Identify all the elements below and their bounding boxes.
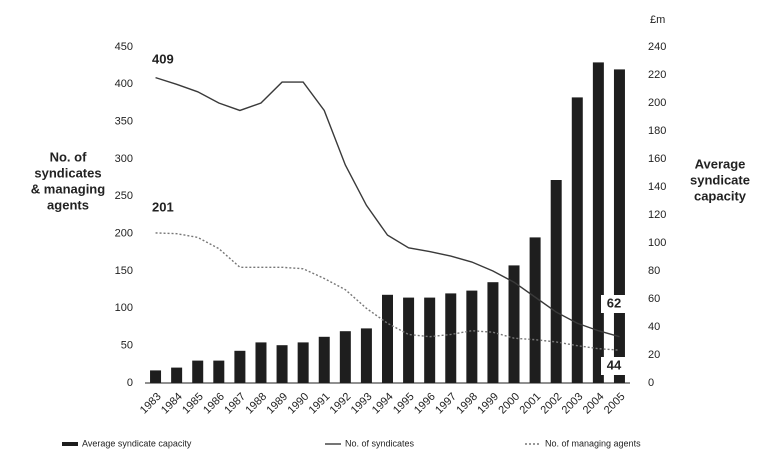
bar bbox=[298, 342, 309, 383]
x-tick-label: 1997 bbox=[433, 391, 459, 417]
y2-tick-label: 20 bbox=[648, 349, 660, 361]
x-tick-label: 1991 bbox=[307, 391, 333, 417]
x-tick-label: 2001 bbox=[517, 391, 543, 417]
x-tick-label: 1984 bbox=[159, 391, 185, 417]
x-tick-label: 1989 bbox=[264, 391, 290, 417]
bar bbox=[255, 342, 266, 383]
y2-tick-label: 120 bbox=[648, 209, 666, 221]
bar bbox=[361, 328, 372, 383]
bar bbox=[551, 180, 562, 383]
y-tick-label: 150 bbox=[115, 265, 133, 277]
x-tick-label: 1985 bbox=[180, 391, 206, 417]
y2-axis-title: syndicate bbox=[690, 172, 750, 187]
y2-tick-label: 0 bbox=[648, 377, 654, 389]
y2-tick-label: 40 bbox=[648, 321, 660, 333]
bar bbox=[277, 345, 288, 383]
bar bbox=[593, 62, 604, 383]
bar bbox=[445, 293, 456, 383]
bar bbox=[234, 351, 245, 383]
x-tick-label: 1993 bbox=[349, 391, 375, 417]
bar bbox=[213, 361, 224, 383]
x-tick-label: 1986 bbox=[201, 391, 227, 417]
y2-unit: £m bbox=[650, 14, 665, 26]
x-tick-label: 1998 bbox=[454, 391, 480, 417]
x-tick-label: 2005 bbox=[602, 391, 628, 417]
y2-tick-label: 140 bbox=[648, 181, 666, 193]
y-tick-label: 450 bbox=[115, 41, 133, 53]
y-tick-label: 350 bbox=[115, 116, 133, 128]
x-tick-label: 1992 bbox=[328, 391, 354, 417]
y-tick-label: 0 bbox=[127, 377, 133, 389]
y2-tick-label: 220 bbox=[648, 69, 666, 81]
y2-axis-title: capacity bbox=[694, 188, 747, 203]
bar bbox=[340, 331, 351, 383]
bar bbox=[403, 298, 414, 383]
y-tick-label: 400 bbox=[115, 78, 133, 90]
x-tick-label: 1995 bbox=[391, 391, 417, 417]
bar bbox=[487, 282, 498, 383]
bar bbox=[192, 361, 203, 383]
y-axis-title: & managing bbox=[31, 181, 105, 196]
x-tick-label: 1994 bbox=[370, 391, 396, 417]
y2-tick-label: 180 bbox=[648, 125, 666, 137]
y2-tick-label: 160 bbox=[648, 153, 666, 165]
x-tick-label: 2000 bbox=[496, 391, 522, 417]
legend-label: Average syndicate capacity bbox=[82, 438, 192, 448]
y-axis-title: No. of bbox=[50, 149, 87, 164]
y2-tick-label: 200 bbox=[648, 97, 666, 109]
y2-tick-label: 240 bbox=[648, 41, 666, 53]
bar bbox=[319, 337, 330, 383]
x-tick-label: 1983 bbox=[138, 391, 164, 417]
x-tick-label: 1999 bbox=[475, 391, 501, 417]
x-tick-label: 1990 bbox=[286, 391, 312, 417]
chart: 0 50 100 150 200 250 300 350 400 450 0 20 40 60 80 100 1… bbox=[0, 0, 763, 453]
legend-swatch bbox=[62, 442, 78, 446]
x-tick-label: 2004 bbox=[581, 391, 607, 417]
bar bbox=[424, 298, 435, 383]
bar bbox=[530, 237, 541, 383]
x-tick-label: 2002 bbox=[539, 391, 565, 417]
x-tick-label: 1987 bbox=[222, 391, 248, 417]
bar bbox=[150, 370, 161, 383]
legend-label: No. of managing agents bbox=[545, 438, 641, 448]
bar bbox=[382, 295, 393, 383]
annotation: 201 bbox=[152, 199, 174, 214]
x-tick-label: 1988 bbox=[243, 391, 269, 417]
y2-tick-label: 100 bbox=[648, 237, 666, 249]
y-tick-label: 100 bbox=[115, 302, 133, 314]
y-axis-title: syndicates bbox=[34, 165, 101, 180]
bar bbox=[466, 291, 477, 383]
y-tick-label: 200 bbox=[115, 228, 133, 240]
annotation: 409 bbox=[152, 51, 174, 66]
legend-label: No. of syndicates bbox=[345, 438, 415, 448]
annotation: 62 bbox=[607, 295, 621, 310]
y-tick-label: 50 bbox=[121, 340, 133, 352]
y2-tick-label: 80 bbox=[648, 265, 660, 277]
y-axis-title: agents bbox=[47, 197, 89, 212]
x-tick-label: 1996 bbox=[412, 391, 438, 417]
y-tick-label: 300 bbox=[115, 153, 133, 165]
bar bbox=[171, 368, 182, 383]
bar bbox=[572, 97, 583, 383]
y2-tick-label: 60 bbox=[648, 293, 660, 305]
x-tick-label: 2003 bbox=[560, 391, 586, 417]
y-tick-label: 250 bbox=[115, 190, 133, 202]
y2-axis-title: Average bbox=[695, 156, 746, 171]
annotation: 44 bbox=[607, 357, 622, 372]
